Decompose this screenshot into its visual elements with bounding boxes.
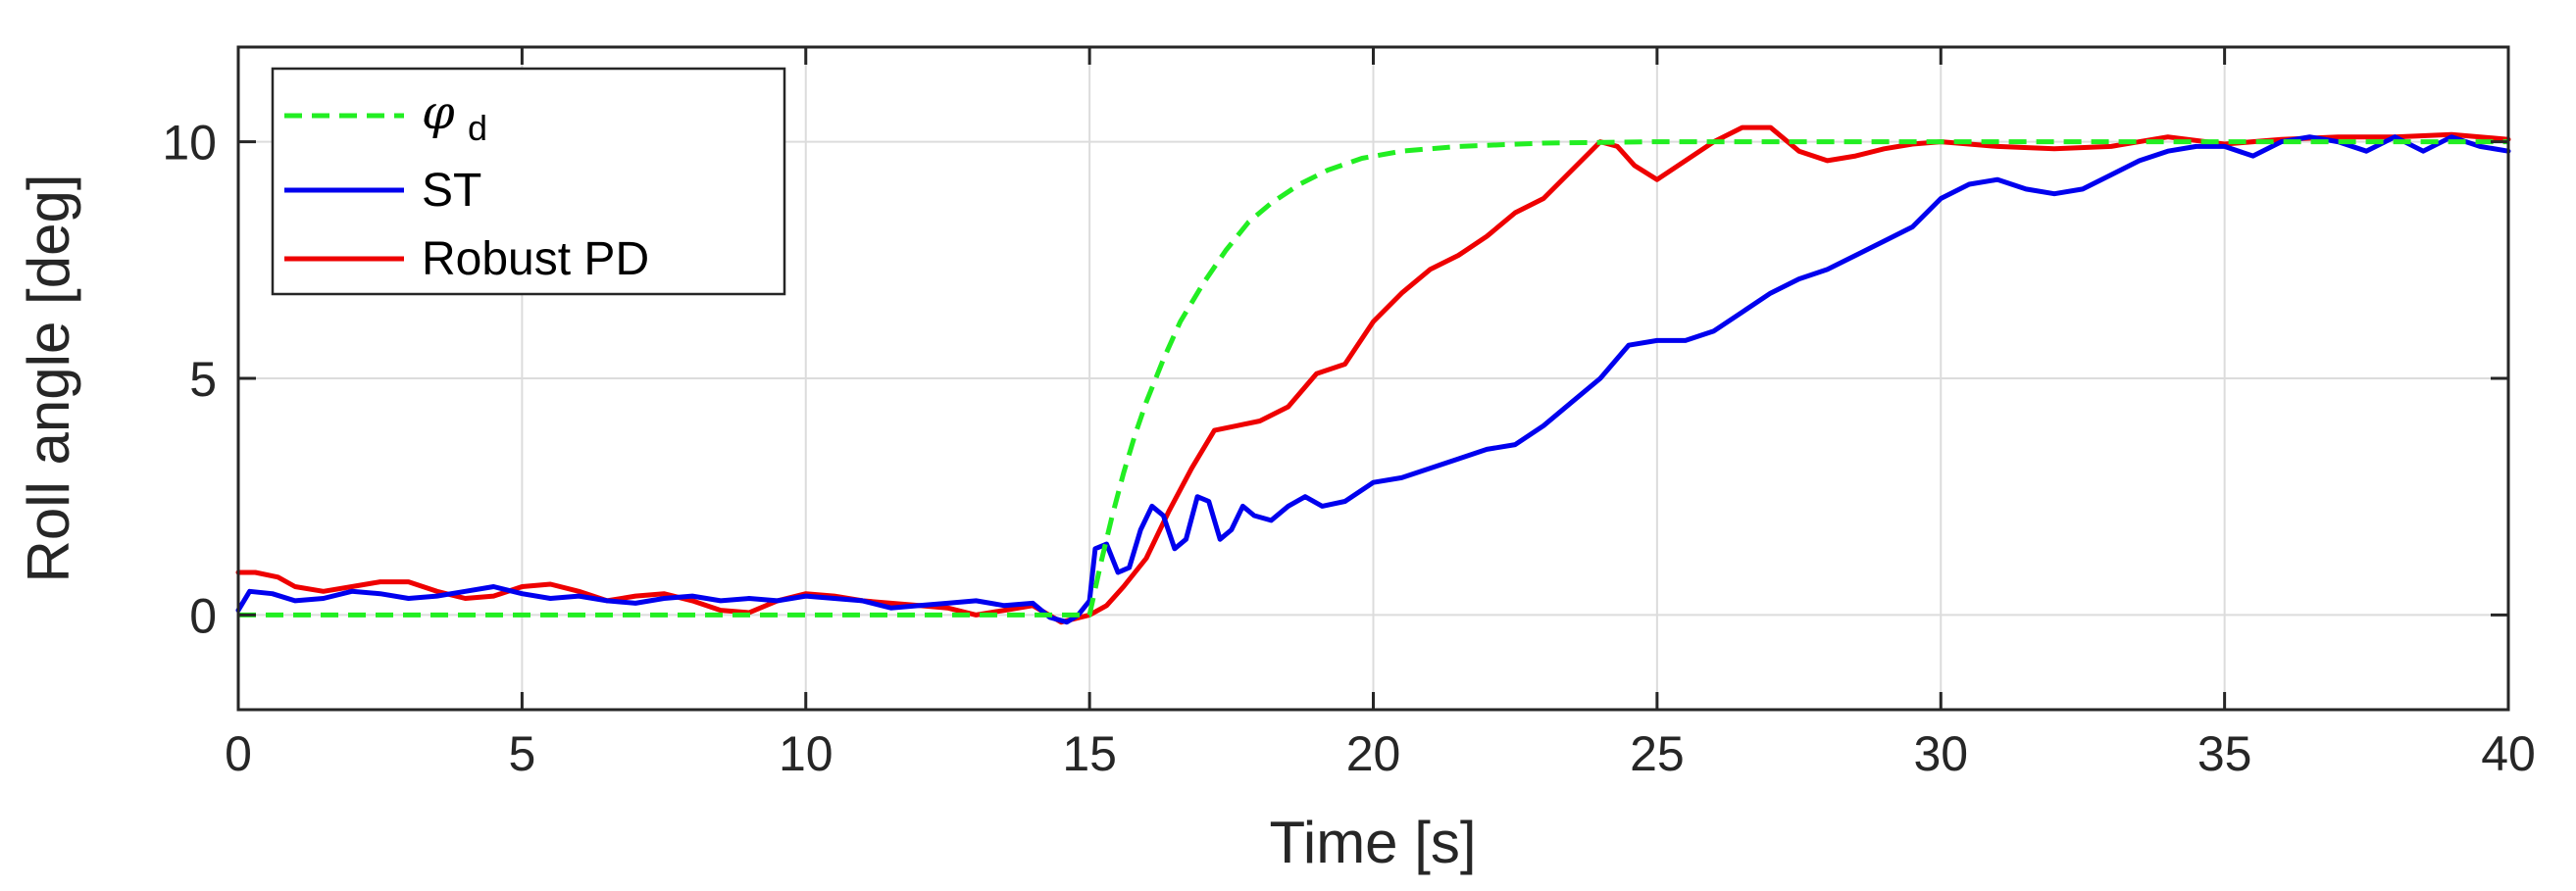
series-line-2 <box>235 124 2511 625</box>
y-axis-label: Roll angle [deg] <box>16 174 81 583</box>
legend-label-st: ST <box>422 165 481 217</box>
x-tick-label: 30 <box>1913 726 1968 781</box>
legend-label-robust-pd: Robust PD <box>422 233 649 285</box>
series-line-0 <box>238 139 2508 618</box>
legend-label-phi-d-sub: d <box>468 108 487 148</box>
y-tick-label: 5 <box>189 352 217 407</box>
x-tick-label: 10 <box>779 726 833 781</box>
x-tick-label: 15 <box>1062 726 1117 781</box>
x-tick-label: 25 <box>1630 726 1685 781</box>
legend: φ d ST Robust PD <box>271 67 786 296</box>
x-tick-label: 20 <box>1346 726 1401 781</box>
x-axis-label: Time [s] <box>1269 810 1476 875</box>
legend-label-phi-d-base: φ <box>422 85 455 140</box>
x-tick-label: 5 <box>508 726 535 781</box>
y-tick-label: 0 <box>189 588 217 643</box>
y-tick-label: 10 <box>162 116 217 171</box>
series-line-1 <box>235 134 2511 625</box>
x-tick-label: 40 <box>2481 726 2536 781</box>
grid-lines <box>238 47 2508 710</box>
series-lines <box>235 124 2511 625</box>
x-tick-label: 35 <box>2197 726 2252 781</box>
legend-label-phi-d: φ d <box>422 85 487 148</box>
axis-ticks: 0 5 10 15 20 25 30 35 40 0 5 10 <box>162 47 2536 781</box>
x-tick-label: 0 <box>225 726 252 781</box>
